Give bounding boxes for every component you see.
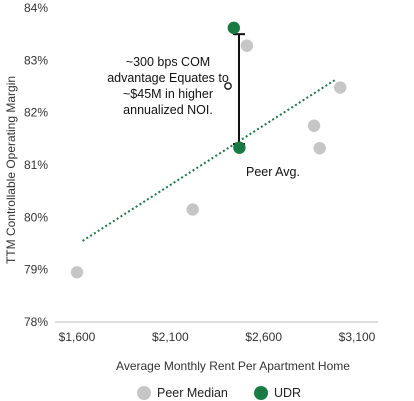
data-points [70,21,347,279]
udr-point [233,141,246,154]
callout-line: ~$45M in higher [123,87,213,101]
udr-point [227,21,240,35]
x-tick-label: $3,100 [339,330,376,344]
legend-marker [254,386,268,400]
x-tick-label: $2,100 [152,330,189,344]
callout-text: ~300 bps COM advantage Equates to ~$45M in… [107,55,229,117]
peer-median-point [334,81,347,94]
peer-median-point [70,266,84,279]
callout-line: annualized NOI. [123,103,213,117]
y-tick-label: 83% [24,53,48,67]
peer-median-point [240,39,254,52]
peer-median-point [313,142,326,155]
y-tick-label: 82% [24,106,48,120]
trendline [82,79,336,242]
x-tick-label: $2,600 [245,330,282,344]
callout-line: ~300 bps COM [126,55,210,69]
peer-avg-label: Peer Avg. [246,165,300,179]
x-axis-ticks: $1,600 $2,100 $2,600 $3,100 [59,330,376,344]
y-axis-ticks: 78% 79% 80% 81% 82% 83% 84% [24,1,48,329]
y-tick-label: 81% [24,158,48,172]
legend-marker [137,386,151,400]
y-tick-label: 80% [24,210,48,224]
x-axis-title: Average Monthly Rent Per Apartment Home [116,359,350,373]
callout-line: advantage Equates to [107,71,229,85]
peer-median-point [186,203,199,216]
y-tick-label: 78% [24,315,48,329]
y-tick-label: 79% [24,263,48,277]
x-tick-label: $1,600 [59,330,96,344]
y-axis-title: TTM Controllable Operating Margin [4,76,18,264]
y-tick-label: 84% [24,1,48,15]
legend-label: UDR [274,386,301,400]
legend-label: Peer Median [157,386,228,400]
legend: Peer Median UDR [137,386,301,400]
callout-marker [224,82,232,90]
peer-median-point [307,119,321,132]
